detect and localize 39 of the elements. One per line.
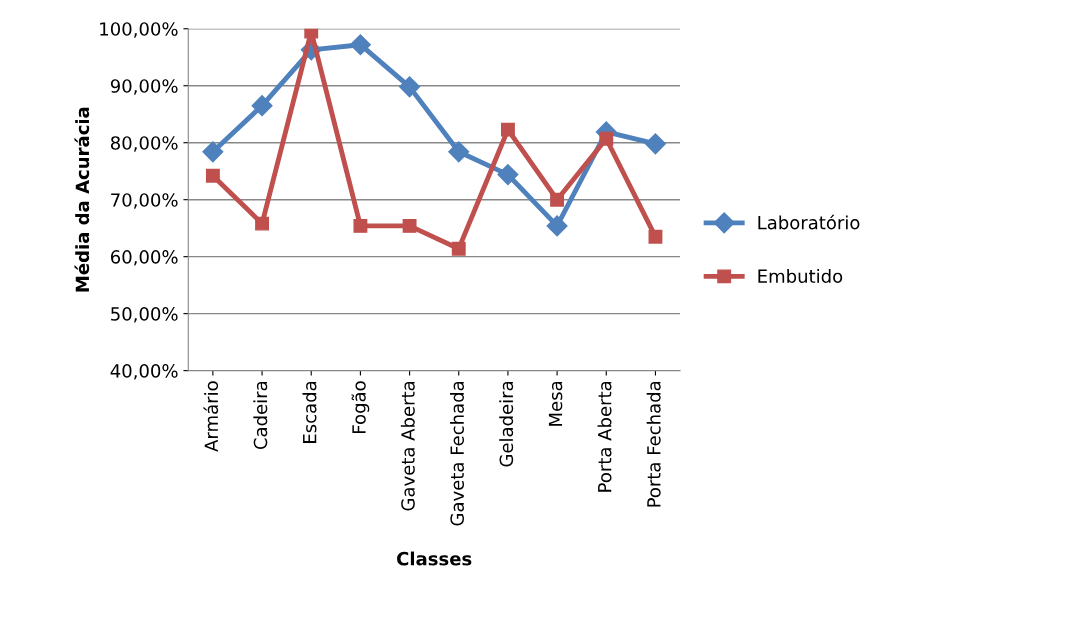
- point: [205, 168, 220, 183]
- x-tick-label: Gaveta Aberta: [400, 381, 415, 511]
- y-tick-label: 50,00%: [111, 307, 178, 323]
- legend-label: Embutido: [758, 269, 843, 283]
- y-tick-label: 100,00%: [100, 22, 178, 38]
- x-tick-label: Mesa: [548, 381, 563, 426]
- point: [451, 241, 466, 256]
- x-tick-label: Cadeira: [253, 381, 268, 450]
- y-axis-title: Média da Acurácia: [74, 107, 90, 292]
- x-tick-label: Fogão: [351, 381, 370, 433]
- point: [399, 76, 421, 98]
- point: [648, 229, 663, 244]
- x-tick-label: Porta Aberta: [597, 381, 612, 492]
- x-tick-label: Porta Fechada: [646, 381, 661, 507]
- point: [500, 122, 515, 137]
- point: [550, 192, 565, 207]
- x-axis-title: Classes: [397, 551, 472, 566]
- point: [546, 215, 568, 237]
- point: [353, 218, 368, 233]
- x-tick-label: Geladeira: [499, 381, 514, 467]
- y-tick-label: 70,00%: [111, 193, 178, 209]
- point: [304, 28, 319, 39]
- point: [644, 133, 666, 155]
- point: [497, 164, 519, 186]
- point: [349, 34, 371, 56]
- x-tick-label: Escada: [302, 381, 317, 443]
- y-tick-label: 80,00%: [110, 136, 178, 152]
- point: [202, 141, 224, 163]
- y-tick-label: 60,00%: [110, 250, 178, 266]
- y-tick-label: 90,00%: [110, 79, 178, 95]
- x-tick-label: Gaveta Fechada: [450, 381, 464, 526]
- point: [402, 218, 417, 233]
- point: [448, 141, 470, 163]
- y-tick-label: 40,00%: [110, 364, 178, 380]
- point: [599, 131, 614, 146]
- legend-label: Laboratório: [758, 214, 860, 230]
- point: [255, 216, 270, 231]
- x-tick-label: Armário: [203, 381, 219, 452]
- point: [251, 95, 273, 117]
